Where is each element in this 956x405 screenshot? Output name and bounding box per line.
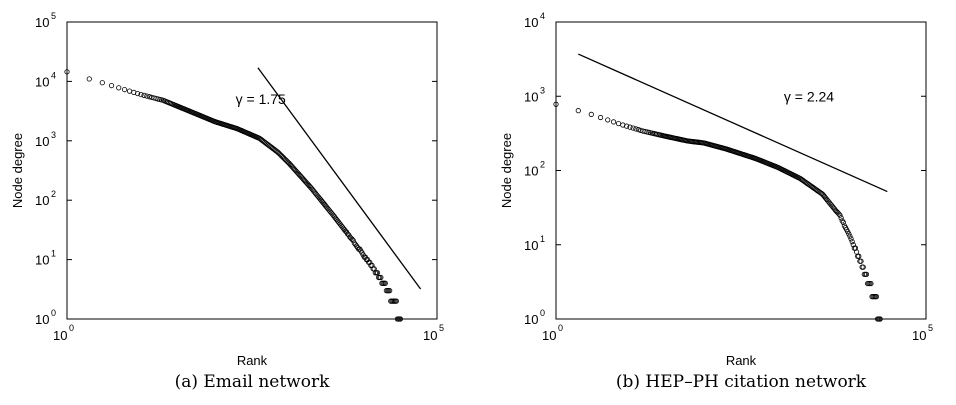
data-point: [840, 219, 846, 225]
data-point: [374, 270, 381, 276]
y-tick-label-exponent: 4: [540, 11, 545, 21]
data-point: [397, 316, 403, 322]
data-point: [605, 117, 611, 123]
data-point: [116, 85, 122, 91]
data-point: [382, 280, 388, 286]
data-point: [836, 211, 842, 217]
data-point: [121, 86, 128, 93]
data-point: [635, 127, 642, 133]
data-point: [642, 128, 648, 135]
data-point: [615, 120, 622, 127]
y-tick-label-exponent: 3: [51, 130, 56, 140]
y-tick-label-exponent: 3: [540, 85, 545, 95]
data-point: [858, 258, 864, 264]
data-point: [99, 80, 105, 86]
y-tick-label-exponent: 1: [540, 234, 545, 244]
y-tick-label: 10: [524, 15, 538, 30]
data-point: [126, 88, 133, 94]
data-point: [860, 264, 866, 270]
data-point: [138, 91, 144, 98]
data-point: [627, 124, 633, 130]
data-point: [877, 316, 883, 322]
data-point: [135, 90, 141, 97]
data-point: [856, 253, 862, 259]
data-point: [838, 215, 844, 221]
data-point: [597, 114, 604, 121]
data-point: [846, 231, 852, 237]
x-axis-label: Rank: [726, 353, 757, 368]
y-tick-label-exponent: 2: [540, 160, 545, 170]
gamma-annotation: γ = 2.24: [784, 88, 834, 104]
data-point: [387, 288, 393, 294]
y-tick-label-exponent: 0: [540, 308, 545, 318]
plot-frame: [555, 21, 927, 320]
data-series: [64, 69, 403, 322]
y-tick-label: 10: [524, 312, 538, 327]
data-point: [633, 126, 639, 132]
x-tick-label-exponent: 0: [558, 323, 563, 333]
power-law-fit-line: [257, 67, 422, 290]
x-axis-label: Rank: [237, 353, 268, 368]
data-point: [350, 237, 356, 244]
x-tick-label-exponent: 5: [439, 323, 444, 333]
data-point: [86, 76, 92, 82]
data-point: [64, 69, 70, 75]
data-point: [837, 212, 843, 218]
x-tick-label-exponent: 0: [69, 323, 74, 333]
data-point: [108, 82, 115, 89]
y-tick-label-exponent: 4: [51, 70, 56, 80]
y-tick-label: 10: [524, 164, 538, 179]
data-point: [144, 93, 150, 99]
data-point: [378, 274, 384, 281]
y-tick-label: 10: [35, 15, 49, 30]
data-point: [575, 108, 581, 114]
data-series: [553, 101, 883, 322]
y-tick-label: 10: [35, 193, 49, 208]
data-point: [588, 111, 594, 117]
y-tick-label: 10: [35, 134, 49, 149]
y-tick-label: 10: [524, 238, 538, 253]
power-law-fit-line: [578, 53, 888, 193]
x-tick-label-exponent: 5: [928, 323, 933, 333]
data-point: [610, 119, 617, 125]
x-tick-label: 10: [423, 328, 437, 343]
gamma-annotation: γ = 1.75: [236, 91, 286, 107]
y-tick-label: 10: [35, 74, 49, 89]
data-point: [393, 298, 399, 304]
data-point: [553, 101, 559, 107]
y-tick-label-exponent: 5: [51, 11, 56, 21]
data-point: [630, 125, 636, 131]
y-tick-label: 10: [35, 253, 49, 268]
panel-caption: (a) Email network: [175, 372, 331, 392]
data-point: [141, 92, 147, 98]
data-point: [873, 294, 880, 300]
data-point: [863, 271, 870, 277]
data-point: [624, 123, 630, 129]
y-axis-label: Node degree: [499, 133, 514, 208]
data-point: [146, 94, 153, 100]
x-tick-label: 10: [53, 328, 67, 343]
panel-caption: (b) HEP–PH citation network: [616, 372, 867, 392]
data-point: [868, 280, 874, 287]
data-point: [847, 233, 853, 239]
data-point: [848, 236, 854, 242]
data-point: [849, 239, 855, 245]
y-axis-label: Node degree: [10, 133, 25, 208]
y-tick-label: 10: [524, 89, 538, 104]
x-tick-label: 10: [912, 328, 926, 343]
y-tick-label-exponent: 0: [51, 308, 56, 318]
x-tick-label: 10: [542, 328, 556, 343]
y-tick-label: 10: [35, 312, 49, 327]
y-tick-label-exponent: 1: [51, 249, 56, 259]
data-point: [349, 236, 355, 242]
y-tick-label-exponent: 2: [51, 189, 56, 199]
plot-frame: [66, 21, 438, 320]
